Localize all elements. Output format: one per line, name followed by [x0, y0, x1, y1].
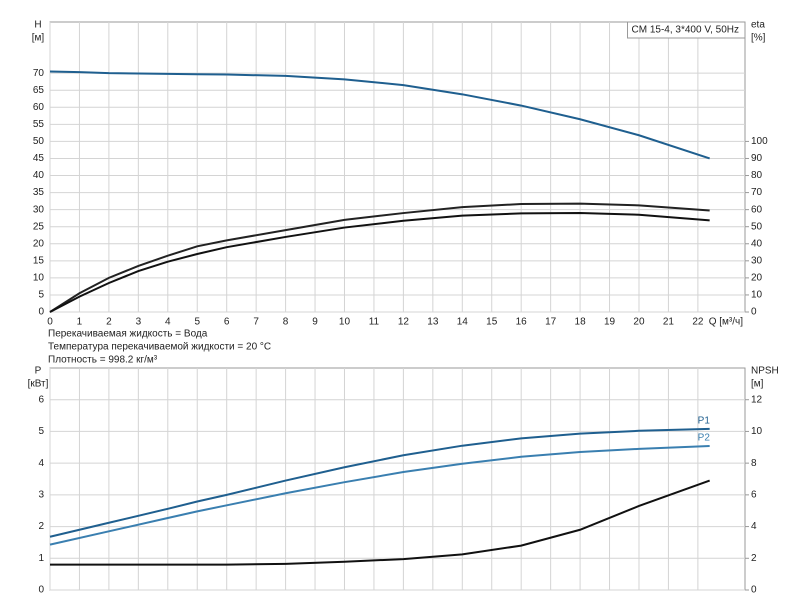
y2-tick-label: 6: [751, 489, 757, 500]
y2-tick-label: 0: [751, 585, 757, 596]
y2-tick-label: 80: [751, 170, 763, 181]
note: Плотность = 998.2 кг/м³: [48, 355, 158, 366]
x-tick-label: 2: [106, 317, 112, 328]
y2-axis-label: NPSH: [751, 366, 779, 377]
x-tick-label: 9: [312, 317, 318, 328]
y-tick-label: 15: [33, 255, 45, 266]
y-tick-label: 30: [33, 204, 45, 215]
y2-axis-label: eta: [751, 20, 765, 31]
y-tick-label: 55: [33, 119, 45, 130]
curve: [49, 427, 710, 538]
x-tick-label: 8: [283, 317, 289, 328]
x-tick-label: 19: [604, 317, 616, 328]
curve: [49, 70, 710, 160]
y2-tick-label: 100: [751, 136, 768, 147]
y-axis-label: P: [35, 366, 42, 377]
y2-tick-label: 30: [751, 255, 763, 266]
x-tick-label: 22: [692, 317, 704, 328]
curve: [49, 212, 710, 313]
curve: [49, 202, 710, 313]
y-tick-label: 35: [33, 187, 45, 198]
x-tick-label: 11: [369, 317, 380, 328]
curve: [49, 445, 710, 546]
y2-tick-label: 90: [751, 153, 763, 164]
curve: [50, 479, 710, 566]
y-tick-label: 0: [38, 585, 44, 596]
x-tick-label: 15: [486, 317, 498, 328]
y-tick-label: 25: [33, 221, 45, 232]
y2-tick-label: 0: [751, 307, 757, 318]
y2-axis-unit: [%]: [751, 33, 766, 44]
x-tick-label: 12: [398, 317, 410, 328]
y2-tick-label: 40: [751, 238, 763, 249]
y2-tick-label: 4: [751, 521, 757, 532]
note: Перекачиваемая жидкость = Вода: [48, 329, 208, 340]
y-tick-label: 5: [38, 290, 44, 301]
plot-frame: [49, 367, 746, 591]
y2-axis-unit: [м]: [751, 379, 764, 390]
y-tick-label: 40: [33, 170, 45, 181]
x-tick-label: 21: [663, 317, 675, 328]
y2-tick-label: 12: [751, 394, 763, 405]
y2-tick-label: 2: [751, 553, 757, 564]
x-tick-label: 3: [136, 317, 142, 328]
y-tick-label: 10: [33, 273, 45, 284]
y-tick-label: 70: [33, 68, 45, 79]
y-axis-unit: [м]: [32, 33, 45, 44]
note: Температура перекачиваемой жидкости = 20…: [48, 342, 271, 353]
y-tick-label: 45: [33, 153, 45, 164]
y2-tick-label: 20: [751, 273, 763, 284]
x-tick-label: 18: [575, 317, 587, 328]
x-axis-label: Q [м³/ч]: [709, 317, 744, 328]
x-tick-label: 13: [427, 317, 439, 328]
y2-tick-label: 70: [751, 187, 763, 198]
y-tick-label: 6: [38, 394, 44, 405]
x-tick-label: 14: [457, 317, 469, 328]
series-label: P2: [698, 433, 711, 444]
y-tick-label: 60: [33, 102, 45, 113]
y-tick-label: 20: [33, 238, 45, 249]
x-tick-label: 20: [633, 317, 645, 328]
x-tick-label: 17: [545, 317, 557, 328]
plot-frame: [49, 21, 746, 313]
chart-title: CM 15-4, 3*400 V, 50Hz: [632, 25, 739, 36]
title-box: [627, 21, 746, 39]
x-tick-label: 4: [165, 317, 171, 328]
y-tick-label: 4: [38, 458, 44, 469]
y2-tick-label: 50: [751, 221, 763, 232]
y-tick-label: 3: [38, 489, 44, 500]
x-tick-label: 1: [77, 317, 83, 328]
x-tick-label: 16: [516, 317, 528, 328]
x-tick-label: 5: [194, 317, 200, 328]
x-tick-label: 10: [339, 317, 351, 328]
y-tick-label: 65: [33, 85, 45, 96]
y-tick-label: 0: [38, 307, 44, 318]
y2-tick-label: 10: [751, 290, 763, 301]
y-tick-label: 50: [33, 136, 45, 147]
y2-tick-label: 8: [751, 458, 757, 469]
y2-tick-label: 60: [751, 204, 763, 215]
y-tick-label: 2: [38, 521, 44, 532]
y-axis-unit: [кВт]: [28, 379, 49, 390]
x-tick-label: 0: [47, 317, 53, 328]
y-tick-label: 1: [38, 553, 44, 564]
series-label: P1: [698, 416, 711, 427]
x-tick-label: 7: [253, 317, 259, 328]
y-axis-label: H: [34, 20, 41, 31]
x-tick-label: 6: [224, 317, 230, 328]
y-tick-label: 5: [38, 426, 44, 437]
y2-tick-label: 10: [751, 426, 763, 437]
